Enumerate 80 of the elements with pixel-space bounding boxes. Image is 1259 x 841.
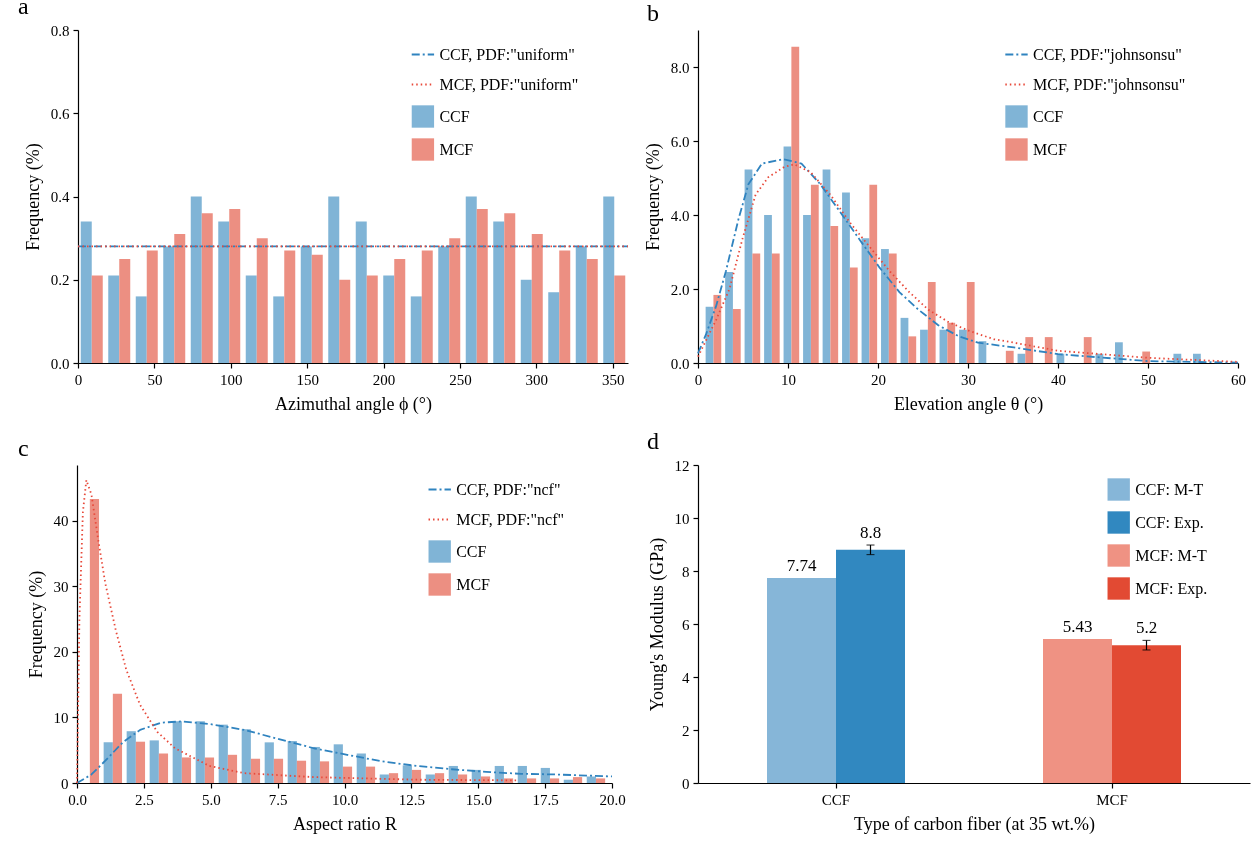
y-tick-label: 10 bbox=[674, 510, 690, 527]
x-tick-label: 15.0 bbox=[465, 791, 492, 808]
legend-label: CCF bbox=[456, 542, 487, 560]
x-tick-label: 17.5 bbox=[532, 791, 559, 808]
x-axis-title: Elevation angle θ (°) bbox=[893, 393, 1044, 415]
legend-label: MCF: M-T bbox=[1135, 546, 1207, 564]
x-axis-title: Type of carbon fiber (at 35 wt.%) bbox=[853, 813, 1096, 835]
x-tick-label: 200 bbox=[372, 371, 396, 388]
chart-title: d bbox=[647, 428, 659, 454]
legend-label: CCF: M-T bbox=[1135, 480, 1204, 498]
y-tick-label: 20 bbox=[53, 644, 69, 661]
x-tick-label: 0 bbox=[74, 371, 83, 388]
legend-label: CCF, PDF:"uniform" bbox=[439, 45, 575, 63]
y-tick-label: 10 bbox=[53, 709, 69, 726]
x-tick-label: 0.0 bbox=[68, 791, 87, 808]
y-tick-label: 0.0 bbox=[670, 355, 690, 372]
y-tick-label: 0.0 bbox=[50, 355, 70, 372]
legend-label: MCF: Exp. bbox=[1135, 579, 1208, 598]
x-tick-label: 150 bbox=[296, 371, 319, 388]
y-tick-label: 8.0 bbox=[670, 59, 690, 76]
x-tick-label: 300 bbox=[525, 371, 549, 388]
y-axis-title: Frequency (%) bbox=[22, 143, 44, 251]
legend-label: MCF, PDF:"uniform" bbox=[439, 75, 579, 93]
y-tick-label: 30 bbox=[53, 578, 69, 595]
y-tick-label: 8 bbox=[682, 563, 690, 580]
x-axis-title: Aspect ratio R bbox=[293, 813, 397, 834]
x-tick-label: 0 bbox=[694, 371, 703, 388]
y-tick-label: 0 bbox=[682, 775, 690, 792]
y-axis-title: Frequency (%) bbox=[642, 143, 664, 251]
legend-label: MCF, PDF:"ncf" bbox=[456, 510, 565, 528]
legend-label: MCF bbox=[456, 575, 491, 593]
x-tick-label: 30 bbox=[961, 371, 976, 388]
x-tick-label: 10 bbox=[781, 371, 796, 388]
y-tick-label: 4.0 bbox=[670, 207, 690, 224]
x-tick-label: CCF bbox=[821, 791, 851, 808]
x-tick-label: 350 bbox=[601, 371, 625, 388]
x-tick-label: 20 bbox=[871, 371, 886, 388]
y-tick-label: 0.8 bbox=[50, 22, 70, 39]
legend-label: MCF, PDF:"johnsonsu" bbox=[1033, 75, 1186, 94]
chart-title: a bbox=[18, 0, 29, 19]
legend-label: CCF, PDF:"johnsonsu" bbox=[1033, 45, 1182, 64]
data-label: 7.74 bbox=[786, 555, 817, 575]
y-tick-label: 0 bbox=[61, 775, 69, 792]
y-tick-label: 4 bbox=[682, 669, 690, 686]
chart-title: c bbox=[18, 435, 29, 461]
legend-label: MCF bbox=[1033, 140, 1067, 158]
data-label: 8.8 bbox=[859, 523, 882, 543]
x-tick-label: 50 bbox=[147, 371, 163, 388]
x-tick-label: 100 bbox=[220, 371, 243, 388]
x-tick-label: 7.5 bbox=[268, 791, 288, 808]
legend-label: MCF bbox=[439, 140, 474, 158]
x-tick-label: 10.0 bbox=[331, 791, 359, 808]
x-tick-label: 20.0 bbox=[599, 791, 626, 808]
y-tick-label: 0.2 bbox=[50, 272, 70, 289]
x-tick-label: 50 bbox=[1141, 371, 1156, 388]
y-tick-label: 6 bbox=[682, 616, 690, 633]
y-tick-label: 2 bbox=[682, 722, 690, 739]
x-tick-label: 2.5 bbox=[135, 791, 154, 808]
legend-label: CCF bbox=[439, 107, 470, 125]
x-tick-label: 250 bbox=[449, 371, 472, 388]
x-tick-label: MCF bbox=[1096, 791, 1128, 808]
data-label: 5.43 bbox=[1062, 617, 1093, 637]
legend-label: CCF, PDF:"ncf" bbox=[456, 480, 561, 498]
y-tick-label: 12 bbox=[674, 457, 690, 474]
x-tick-label: 5.0 bbox=[201, 791, 221, 808]
data-label: 5.2 bbox=[1135, 618, 1158, 638]
y-tick-label: 0.4 bbox=[50, 189, 70, 205]
legend-label: CCF bbox=[1033, 107, 1064, 125]
y-tick-label: 2.0 bbox=[670, 281, 690, 298]
x-tick-label: 40 bbox=[1051, 371, 1066, 388]
y-axis-title: Young's Modulus (GPa) bbox=[646, 537, 668, 712]
x-tick-label: 60 bbox=[1231, 371, 1246, 388]
legend-label: CCF: Exp. bbox=[1135, 513, 1204, 532]
y-tick-label: 6.0 bbox=[670, 133, 690, 150]
x-axis-title: Azimuthal angle ϕ (°) bbox=[274, 393, 433, 415]
chart-title: b bbox=[647, 0, 659, 26]
y-tick-label: 0.6 bbox=[50, 105, 70, 122]
y-axis-title: Frequency (%) bbox=[25, 570, 47, 679]
x-tick-label: 12.5 bbox=[398, 791, 425, 808]
y-tick-label: 40 bbox=[53, 513, 69, 530]
